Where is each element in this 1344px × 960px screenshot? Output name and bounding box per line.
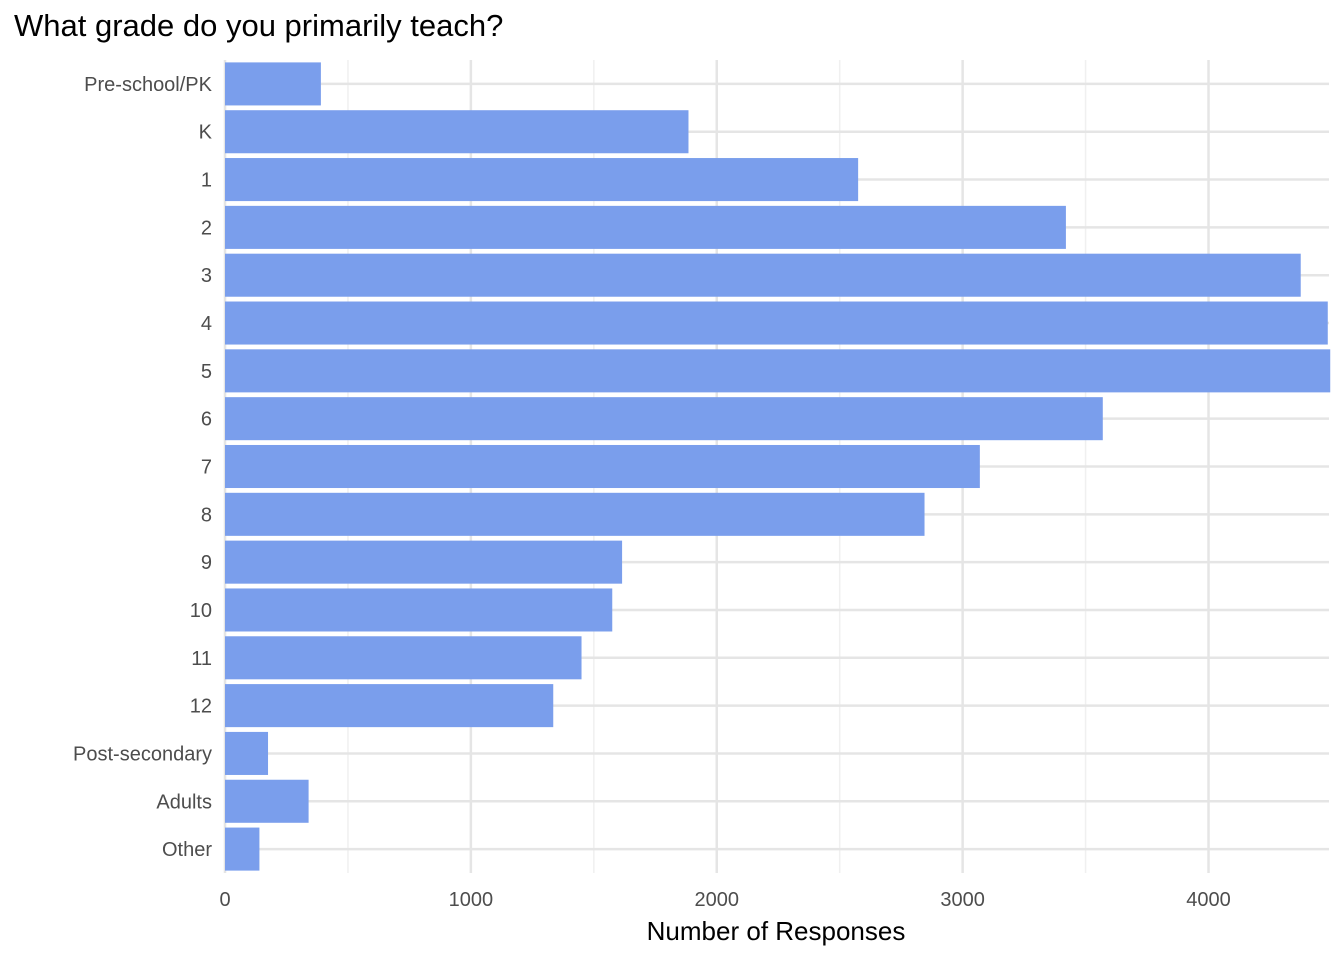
bar-k [225, 110, 689, 154]
bar-7 [225, 444, 980, 489]
y-tick-label: 1 [201, 170, 212, 192]
bar-1 [225, 158, 859, 202]
y-tick-label: 11 [191, 648, 212, 670]
bar-other [225, 827, 260, 871]
y-tick-label: 5 [201, 361, 212, 383]
chart-title: What grade do you primarily teach? [14, 8, 504, 43]
x-tick-label: 2000 [695, 889, 740, 911]
bar-3 [225, 253, 1301, 297]
y-tick-labels: Pre-school/PKK123456789101112Post-second… [73, 74, 213, 861]
y-tick-label: Adults [156, 791, 212, 813]
y-tick-label: 10 [190, 600, 212, 622]
y-tick-label: Other [162, 839, 212, 861]
bar-12 [225, 684, 554, 728]
y-tick-label: 7 [201, 457, 212, 479]
bar-adults [225, 779, 309, 823]
bar-5 [225, 349, 1331, 393]
bar-4 [225, 301, 1328, 345]
bar-post-secondary [225, 731, 269, 775]
bar-8 [225, 492, 925, 536]
y-tick-label: 4 [201, 313, 212, 335]
y-tick-label: K [199, 122, 213, 144]
y-tick-label: 3 [201, 265, 212, 287]
bar-2 [225, 205, 1066, 249]
y-tick-label: 8 [201, 504, 212, 526]
y-tick-label: 2 [201, 217, 212, 239]
x-tick-label: 3000 [940, 889, 985, 911]
bar-6 [225, 397, 1103, 441]
bar-layer [225, 62, 1331, 871]
x-tick-label: 4000 [1186, 889, 1231, 911]
x-tick-label: 1000 [449, 889, 494, 911]
y-tick-label: Pre-school/PK [84, 74, 212, 96]
x-tick-labels: 0 1000 2000 3000 4000 [219, 889, 1230, 911]
y-tick-label: 9 [201, 552, 212, 574]
y-tick-label: Post-secondary [73, 743, 212, 765]
bar-9 [225, 540, 623, 584]
x-tick-label: 0 [219, 889, 230, 911]
bar-pre-school-pk [225, 62, 321, 106]
y-tick-label: 12 [190, 696, 212, 718]
x-axis-title: Number of Responses [647, 916, 906, 946]
y-tick-label: 6 [201, 409, 212, 431]
bar-10 [225, 588, 613, 632]
bar-11 [225, 636, 582, 680]
